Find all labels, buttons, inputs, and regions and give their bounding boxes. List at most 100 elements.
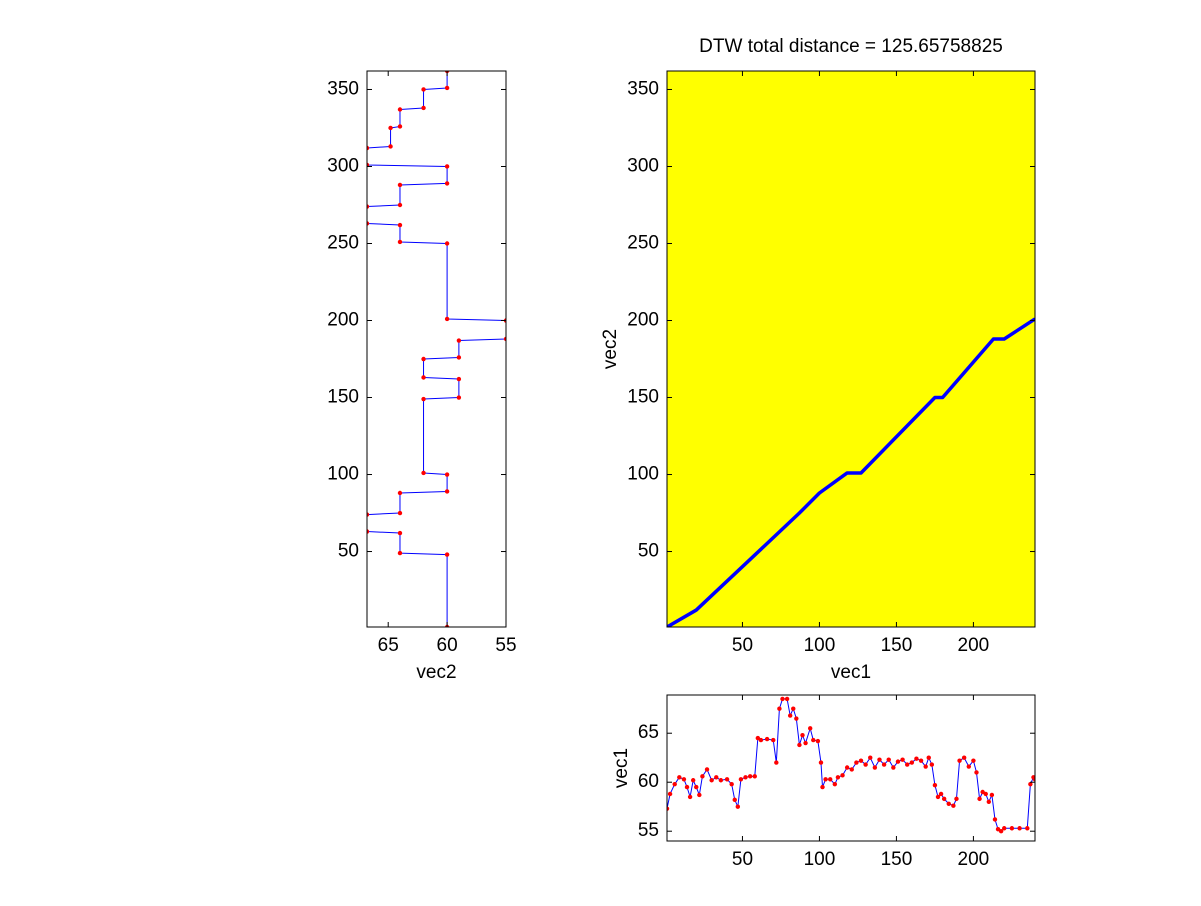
- y-tick-label: 100: [627, 464, 659, 485]
- data-marker: [914, 756, 919, 761]
- data-marker: [397, 124, 403, 129]
- x-tick-label: 55: [495, 635, 516, 656]
- y-tick-label: 100: [327, 464, 359, 485]
- data-marker: [714, 775, 719, 780]
- data-marker: [966, 764, 971, 769]
- y-axis-label: vec2: [600, 329, 621, 369]
- data-marker: [697, 792, 702, 798]
- data-marker: [909, 760, 915, 765]
- data-marker: [444, 316, 450, 322]
- data-marker: [421, 87, 426, 92]
- data-marker: [992, 817, 998, 822]
- data-marker: [677, 775, 682, 780]
- data-marker: [397, 107, 403, 112]
- data-marker: [687, 794, 693, 800]
- data-marker: [735, 804, 741, 809]
- x-tick-label: 150: [881, 849, 913, 870]
- data-marker: [738, 777, 744, 782]
- data-marker: [787, 713, 793, 718]
- data-marker: [718, 778, 724, 783]
- data-marker: [780, 696, 785, 702]
- y-tick-label: 350: [327, 78, 359, 99]
- data-marker: [444, 181, 450, 186]
- data-marker: [797, 742, 802, 748]
- data-marker: [397, 202, 403, 208]
- data-marker: [764, 736, 770, 742]
- x-tick-label: 200: [958, 635, 990, 656]
- data-marker: [456, 355, 462, 360]
- data-marker: [752, 774, 757, 779]
- data-marker: [840, 773, 845, 778]
- y-tick-label: 250: [627, 233, 659, 254]
- data-marker: [791, 706, 796, 711]
- data-marker: [444, 472, 450, 477]
- data-marker: [700, 774, 705, 779]
- data-marker: [868, 755, 873, 760]
- y-tick-label: 200: [327, 310, 359, 331]
- axes-box: [666, 694, 1036, 842]
- x-axis-label: vec1: [831, 662, 871, 683]
- data-marker: [835, 775, 841, 780]
- data-marker: [456, 338, 462, 343]
- data-marker: [456, 376, 462, 382]
- axes-box: [666, 70, 1036, 628]
- data-marker: [877, 757, 882, 762]
- plot-area: [367, 71, 506, 627]
- data-marker: [1025, 826, 1030, 831]
- x-axis-label: vec2: [416, 662, 456, 683]
- data-marker: [929, 762, 935, 767]
- data-marker: [367, 529, 370, 534]
- y-tick-label: 150: [327, 387, 359, 408]
- data-marker: [456, 395, 462, 400]
- data-marker: [784, 696, 790, 702]
- x-tick-label: 200: [958, 849, 990, 870]
- data-marker: [923, 764, 928, 769]
- data-marker: [1032, 777, 1035, 782]
- data-marker: [858, 758, 864, 763]
- data-marker: [881, 762, 887, 767]
- data-marker: [774, 760, 779, 765]
- plot-area: [667, 71, 1035, 627]
- data-marker: [811, 737, 816, 743]
- y-tick-label: 55: [638, 820, 659, 841]
- data-marker: [667, 791, 673, 797]
- data-marker: [732, 797, 737, 803]
- data-marker: [977, 796, 982, 802]
- data-marker: [818, 760, 824, 765]
- data-marker: [771, 737, 776, 743]
- y-tick-label: 300: [327, 156, 359, 177]
- data-marker: [397, 530, 403, 536]
- data-marker: [932, 782, 938, 788]
- data-marker: [854, 760, 859, 765]
- data-marker: [729, 781, 734, 787]
- data-marker: [886, 757, 891, 762]
- y-tick-label: 50: [338, 541, 359, 562]
- y-axis-label: vec1: [611, 748, 632, 788]
- data-marker: [971, 758, 976, 763]
- data-marker: [918, 758, 924, 763]
- data-marker: [397, 239, 403, 245]
- data-marker: [815, 738, 821, 744]
- data-marker: [872, 765, 878, 770]
- data-marker: [961, 755, 967, 760]
- data-marker: [367, 204, 370, 209]
- data-marker: [895, 759, 901, 764]
- data-marker: [681, 777, 687, 782]
- data-marker: [684, 784, 690, 790]
- x-tick-label: 65: [378, 635, 399, 656]
- data-marker: [989, 792, 995, 798]
- y-tick-label: 250: [327, 233, 359, 254]
- data-marker: [421, 105, 426, 111]
- data-marker: [421, 375, 426, 380]
- data-marker: [758, 737, 764, 743]
- data-marker: [397, 490, 403, 496]
- data-marker: [998, 829, 1004, 834]
- data-marker: [672, 781, 677, 787]
- y-tick-label: 65: [638, 722, 659, 743]
- data-marker: [900, 757, 905, 762]
- data-marker: [747, 774, 753, 779]
- data-marker: [743, 775, 748, 780]
- data-marker: [397, 550, 403, 556]
- data-marker: [444, 241, 450, 246]
